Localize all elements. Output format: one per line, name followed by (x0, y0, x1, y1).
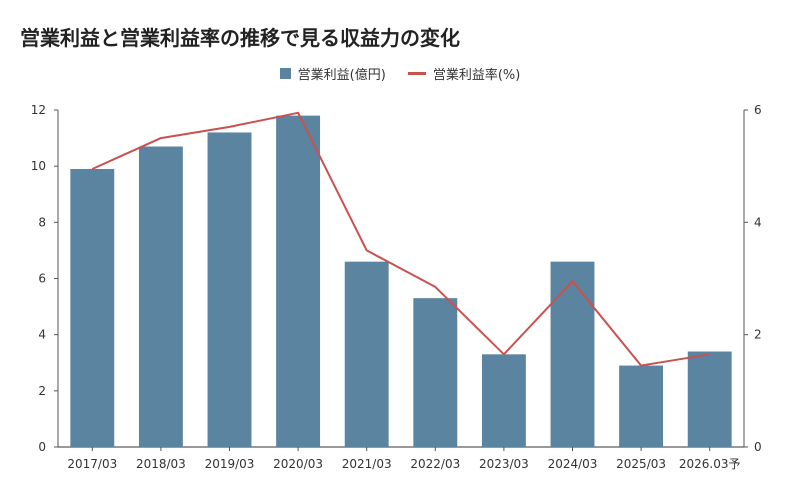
y-left-tick-label: 6 (38, 272, 46, 286)
legend-item-line: 営業利益率(%) (407, 64, 521, 83)
legend-item-bar: 営業利益(億円) (279, 64, 386, 83)
y-left-tick-label: 10 (31, 159, 46, 173)
y-left-tick-label: 8 (38, 215, 46, 229)
operating-margin-line (91, 111, 710, 367)
bar-2019-03 (207, 132, 252, 447)
y-right-tick-label: 2 (754, 328, 762, 342)
x-tick-label: 2018/03 (136, 457, 186, 471)
legend: 営業利益(億円) 営業利益率(%) (0, 64, 800, 83)
x-tick-label: 2025/03 (616, 457, 666, 471)
bar-2020-03 (276, 115, 321, 447)
legend-label-bar: 営業利益(億円) (297, 68, 386, 83)
bar-2022-03 (413, 298, 458, 447)
y-right-tick-label: 6 (754, 103, 762, 117)
y-left-tick-label: 0 (38, 440, 46, 454)
y-left-tick-label: 12 (31, 103, 46, 117)
y-right-tick-label: 4 (754, 215, 762, 229)
legend-swatch-bar-icon (279, 68, 291, 79)
y-left-tick-label: 4 (38, 328, 46, 342)
y-right-tick-label: 0 (754, 440, 762, 454)
bar-2021-03 (344, 261, 389, 447)
legend-label-line: 営業利益率(%) (432, 68, 521, 83)
x-tick-label: 2026.03予 (679, 457, 741, 471)
bar-2023-03 (481, 354, 526, 447)
x-tick-label: 2023/03 (479, 457, 529, 471)
bar-2024-03 (550, 261, 595, 447)
x-tick-label: 2017/03 (67, 457, 117, 471)
bar-2017-03 (70, 168, 115, 447)
x-tick-label: 2024/03 (548, 457, 598, 471)
x-tick-label: 2019/03 (205, 457, 255, 471)
bar-2018-03 (138, 146, 183, 447)
bar-2025-03 (619, 365, 664, 447)
x-tick-label: 2020/03 (273, 457, 323, 471)
legend-swatch-line-icon (407, 72, 426, 75)
bar-2026-03- (687, 351, 732, 447)
x-tick-label: 2022/03 (410, 457, 460, 471)
x-tick-label: 2021/03 (342, 457, 392, 471)
chart-title: 営業利益と営業利益率の推移で見る収益力の変化 (20, 26, 460, 50)
y-left-tick-label: 2 (38, 384, 46, 398)
